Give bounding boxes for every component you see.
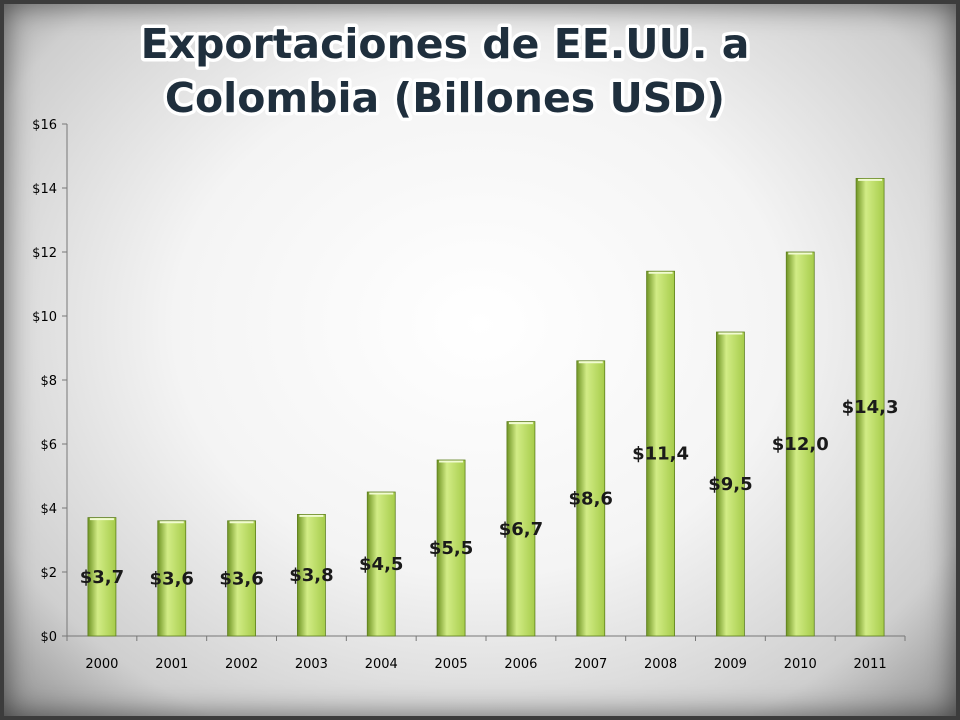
data-label-2006: $6,7 — [499, 519, 543, 540]
y-tick-label: $0 — [40, 630, 57, 645]
y-tick-label: $12 — [32, 246, 57, 261]
y-tick-label: $16 — [32, 118, 57, 133]
bar-2002 — [227, 520, 256, 637]
data-label-2003: $3,8 — [289, 565, 333, 586]
x-tick-label: 2005 — [435, 657, 468, 672]
x-tick-label: 2010 — [784, 657, 817, 672]
bar-2000 — [87, 517, 117, 637]
data-label-2002: $3,6 — [219, 568, 263, 589]
bar-2003 — [297, 514, 326, 637]
data-label-2009: $9,5 — [708, 474, 752, 495]
data-label-2010: $12,0 — [772, 434, 829, 455]
bar-2008 — [646, 270, 675, 637]
bar-2009 — [716, 331, 745, 637]
data-label-2011: $14,3 — [842, 397, 899, 418]
chart-data-labels: $3,7 $3,6 $3,6 $3,8 $4,5 $5,5 $6,7 $8,6 $11,4 $9,… — [80, 397, 899, 589]
data-label-2001: $3,6 — [150, 568, 194, 589]
bar-2007 — [576, 360, 606, 637]
bar-2010 — [785, 251, 815, 637]
y-tick-label: $4 — [40, 502, 57, 517]
data-label-2005: $5,5 — [429, 538, 473, 559]
x-tick-label: 2011 — [854, 657, 887, 672]
bar-2006 — [506, 421, 536, 637]
data-label-2007: $8,6 — [569, 488, 613, 509]
data-label-2008: $11,4 — [632, 444, 689, 465]
data-label-2000: $3,7 — [80, 567, 124, 588]
x-tick-label: 2007 — [574, 657, 607, 672]
y-tick-label: $2 — [40, 566, 57, 581]
chart-title-line-2: Colombia (Billones USD) — [165, 74, 725, 122]
x-tick-label: 2002 — [225, 657, 258, 672]
x-tick-label: 2009 — [714, 657, 747, 672]
bar-2005 — [436, 459, 466, 637]
x-tick-label: 2004 — [365, 657, 398, 672]
x-tick-label: 2003 — [295, 657, 328, 672]
y-tick-label: $14 — [32, 182, 57, 197]
chart-axes: $0 $2 $4 $6 $8 $10 $12 $14 $16 2000 2001 2002 2003 20… — [32, 118, 906, 672]
x-tick-label: 2006 — [504, 657, 537, 672]
bar-2004 — [366, 491, 396, 637]
chart-bars — [87, 177, 885, 637]
x-tick-label: 2008 — [644, 657, 677, 672]
data-label-2004: $4,5 — [359, 554, 403, 575]
bar-2001 — [157, 520, 187, 637]
x-tick-label: 2001 — [155, 657, 188, 672]
chart-title-line-1: Exportaciones de EE.UU. a — [141, 20, 750, 68]
y-tick-label: $8 — [40, 374, 57, 389]
y-tick-label: $6 — [40, 438, 57, 453]
x-tick-label: 2000 — [85, 657, 118, 672]
bar-2011 — [855, 177, 885, 637]
y-tick-label: $10 — [32, 310, 57, 325]
